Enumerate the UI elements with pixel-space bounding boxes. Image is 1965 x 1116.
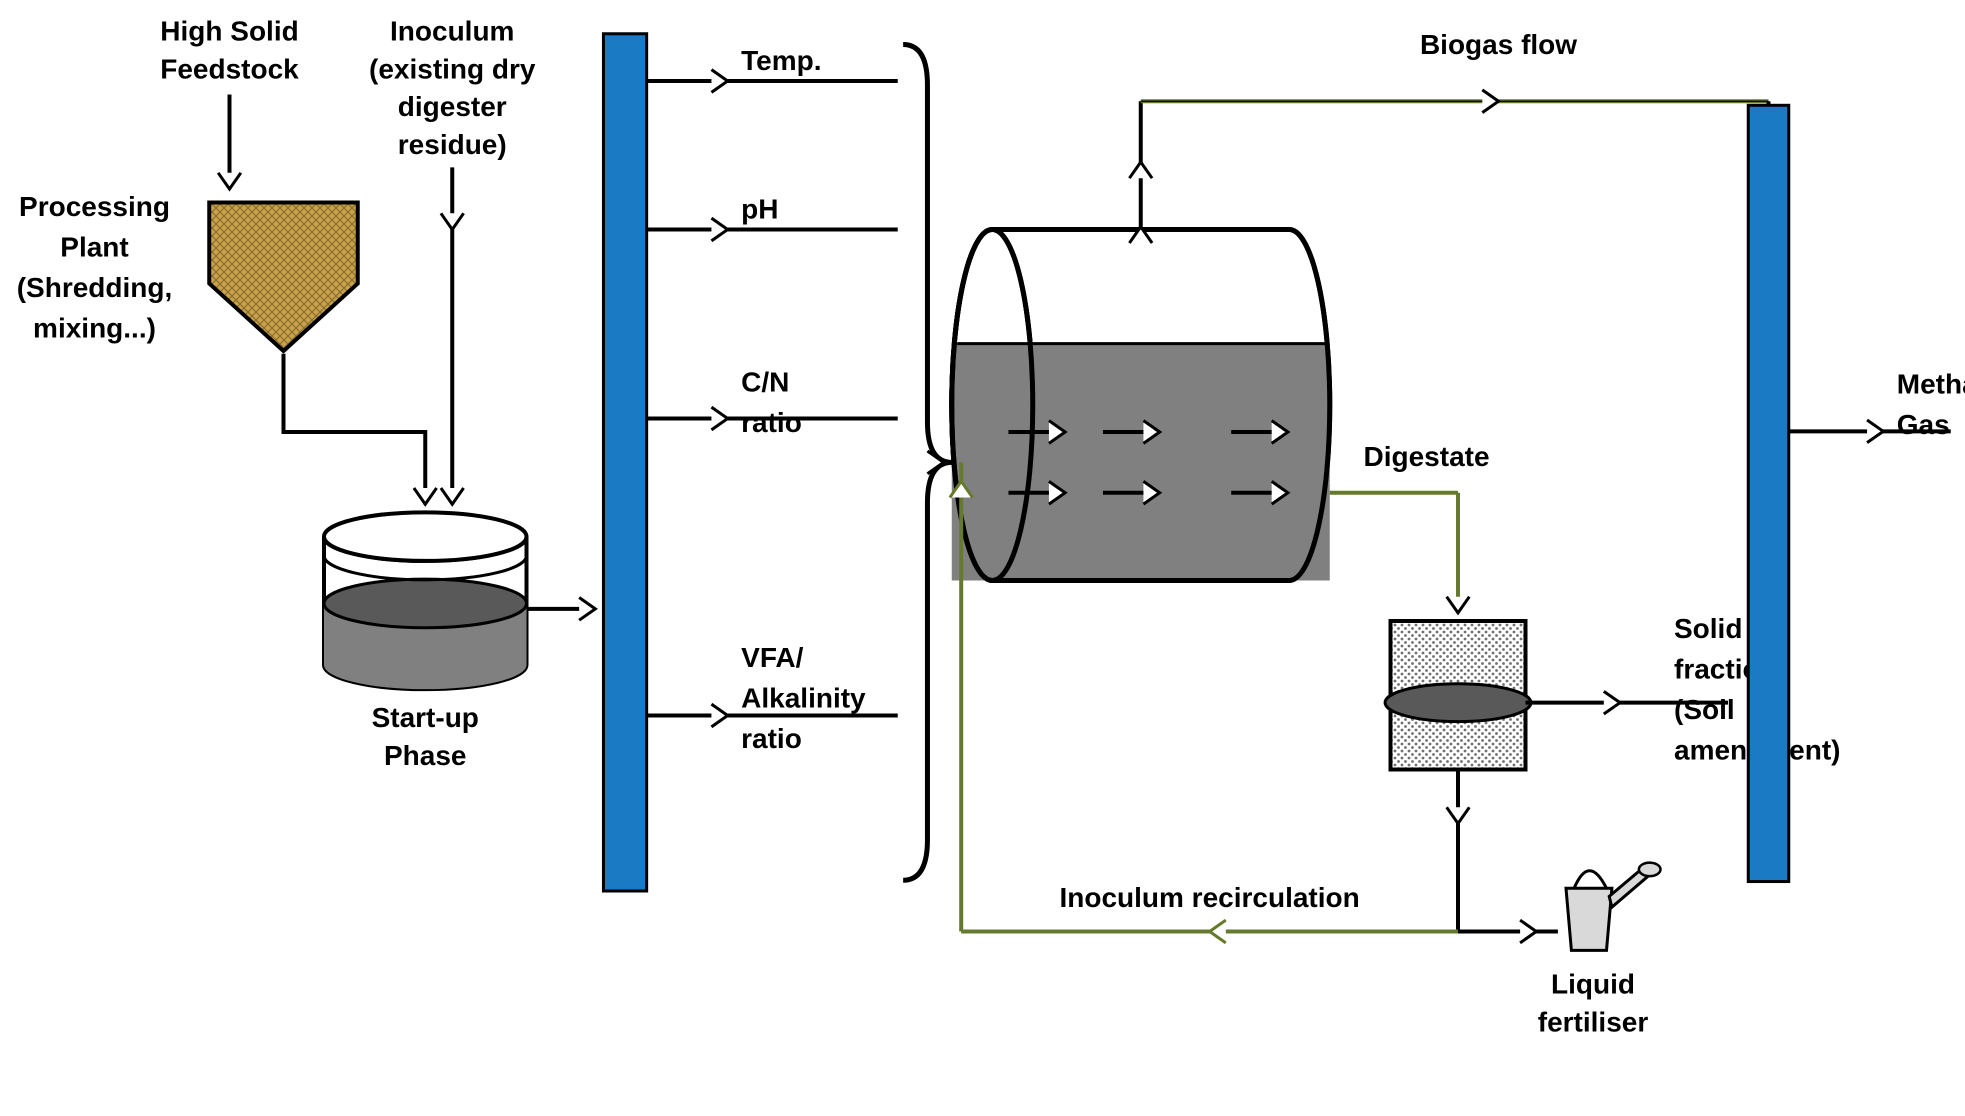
arrowhead-icon — [711, 70, 727, 93]
svg-text:(Soil: (Soil — [1674, 694, 1735, 725]
arrowhead-icon — [1604, 691, 1620, 714]
arrowhead-icon — [441, 213, 464, 229]
param-label: Temp. — [741, 45, 821, 76]
methane-label: Methane — [1897, 369, 1965, 400]
param-label: VFA/ — [741, 642, 803, 673]
arrowhead-icon — [711, 407, 727, 430]
svg-text:residue): residue) — [398, 129, 507, 160]
inoculum-label: Inoculum — [390, 16, 514, 47]
svg-text:mixing...): mixing...) — [33, 313, 156, 344]
arrowhead-icon — [414, 488, 437, 504]
svg-text:Plant: Plant — [60, 232, 128, 263]
arrowhead-icon — [711, 218, 727, 241]
biogas-upgrading-column — [1748, 105, 1789, 881]
param-label: C/N — [741, 367, 789, 398]
biogas-flow-label: Biogas flow — [1420, 29, 1577, 60]
param-label: Alkalinity — [741, 682, 866, 713]
svg-text:Gas: Gas — [1897, 409, 1950, 440]
arrowhead-icon — [711, 704, 727, 727]
hopper-to-startup-flow — [284, 354, 426, 505]
optimisation-column — [603, 34, 646, 891]
solid-fraction-label: Solid — [1674, 613, 1742, 644]
liquid-fertiliser-label: Liquid — [1551, 969, 1635, 1000]
arrowhead-icon — [579, 598, 595, 621]
arrowhead-icon — [1520, 920, 1536, 943]
arrowhead-icon — [441, 488, 464, 504]
svg-text:(existing dry: (existing dry — [369, 53, 536, 84]
startup-label: Start-up — [372, 702, 479, 733]
param-label: pH — [741, 194, 778, 225]
digestate-label: Digestate — [1364, 441, 1490, 472]
svg-text:Phase: Phase — [384, 740, 467, 771]
arrowhead-icon — [1447, 807, 1470, 823]
svg-text:(Shredding,: (Shredding, — [17, 272, 173, 303]
arrowhead-icon — [1867, 420, 1883, 443]
svg-text:digester: digester — [398, 91, 507, 122]
arrowhead-icon — [1482, 90, 1498, 113]
arrowhead-icon — [1129, 162, 1152, 178]
arrowhead-icon — [1447, 597, 1470, 613]
watering-can-icon — [1566, 888, 1612, 950]
param-label: ratio — [741, 407, 802, 438]
svg-text:Feedstock: Feedstock — [160, 53, 299, 84]
processing-plant-label: Processing — [19, 191, 170, 222]
param-label: ratio — [741, 723, 802, 754]
svg-text:fertiliser: fertiliser — [1538, 1006, 1649, 1037]
arrowhead-icon — [218, 173, 241, 189]
processing-plant-hopper — [209, 203, 358, 352]
feedstock-label: High Solid — [160, 16, 298, 47]
arrowhead-icon — [1210, 920, 1226, 943]
recirculation-label: Inoculum recirculation — [1059, 882, 1359, 913]
